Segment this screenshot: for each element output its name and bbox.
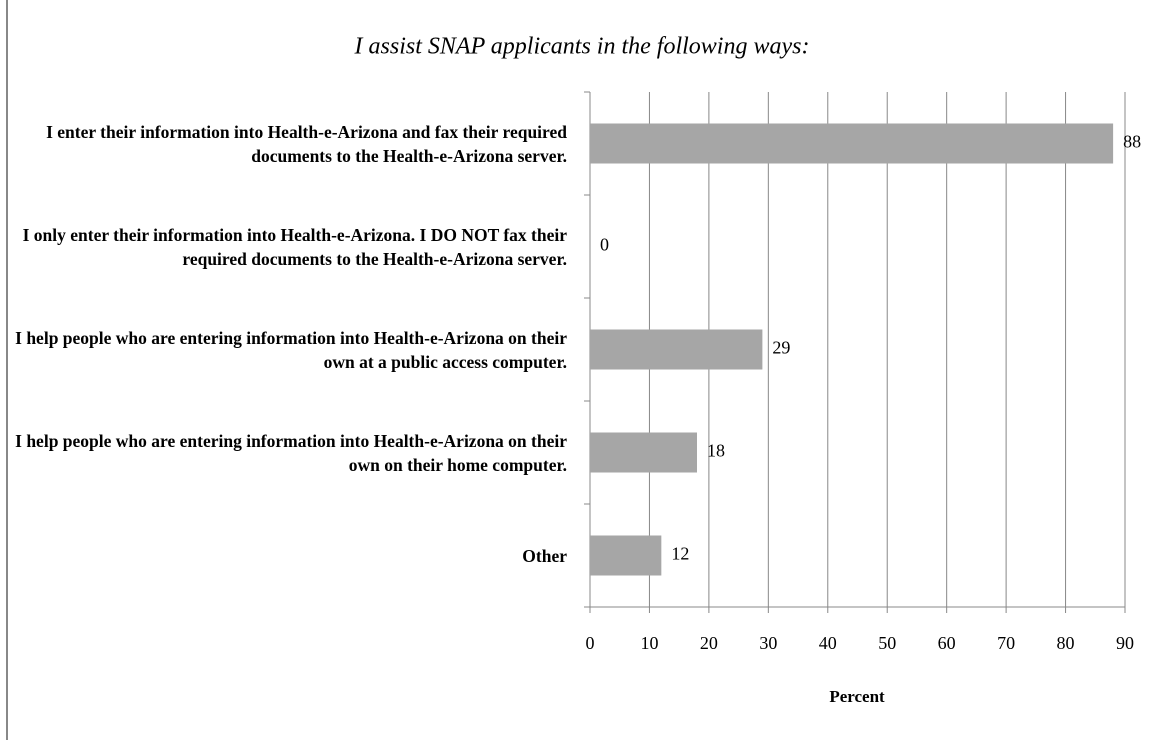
category-label: I help people who are entering informati…: [15, 327, 567, 372]
x-tick-label: 80: [1057, 633, 1075, 653]
x-tick-label: 40: [819, 633, 837, 653]
bar: [590, 535, 662, 576]
x-tick-label: 10: [640, 633, 658, 653]
x-axis-title: Percent: [829, 687, 885, 706]
value-label: 0: [600, 235, 609, 255]
x-tick-label: 20: [700, 633, 718, 653]
bar: [590, 432, 697, 473]
bar: [590, 329, 763, 370]
chart-title: I assist SNAP applicants in the followin…: [354, 34, 810, 60]
category-label: I help people who are entering informati…: [15, 430, 567, 475]
x-tick-label: 50: [878, 633, 896, 653]
x-tick-label: 0: [586, 633, 595, 653]
x-tick-label: 90: [1116, 633, 1134, 653]
value-label: 88: [1123, 132, 1141, 152]
x-tick-label: 30: [759, 633, 777, 653]
value-label: 29: [772, 338, 790, 358]
x-tick-label: 70: [997, 633, 1015, 653]
category-label: Other: [522, 545, 567, 566]
value-label: 18: [707, 441, 725, 461]
category-label: I only enter their information into Heal…: [22, 224, 567, 269]
category-label: I enter their information into Health-e-…: [46, 121, 567, 166]
value-label: 12: [671, 544, 689, 564]
x-tick-label: 60: [938, 633, 956, 653]
chart-border: [6, 0, 8, 740]
bar: [590, 123, 1114, 164]
